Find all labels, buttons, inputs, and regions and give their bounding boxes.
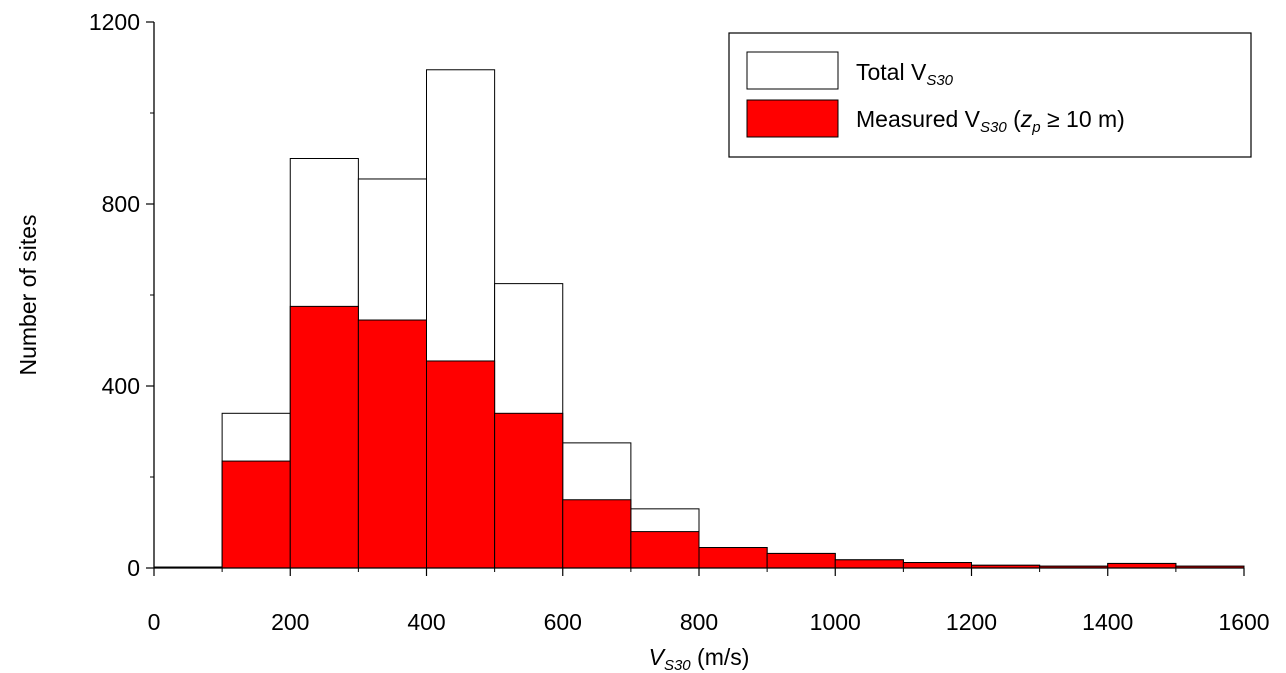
y-tick-label: 800 <box>102 191 140 217</box>
bar-measured <box>630 531 700 569</box>
bar-measured <box>766 552 836 569</box>
legend-label-total: Total VS30 <box>856 59 954 89</box>
y-axis-label: Number of sites <box>15 214 41 375</box>
bar-measured <box>562 499 632 569</box>
x-tick-label: 200 <box>271 609 309 635</box>
x-tick-label: 800 <box>680 609 718 635</box>
y-tick-label: 400 <box>102 373 140 399</box>
bar-measured <box>902 562 972 569</box>
x-tick-label: 1200 <box>946 609 997 635</box>
bar-measured <box>357 319 427 569</box>
bar-measured <box>494 412 564 569</box>
measured-bars <box>153 305 1245 569</box>
legend-label-measured: Measured VS30 (zp ≥ 10 m) <box>856 106 1125 136</box>
x-tick-label: 600 <box>544 609 582 635</box>
bar-measured <box>289 305 359 569</box>
y-tick-label: 0 <box>127 555 140 581</box>
x-axis-label: VS30 (m/s) <box>649 644 750 673</box>
x-tick-label: 0 <box>148 609 161 635</box>
x-tick-label: 1000 <box>810 609 861 635</box>
legend-swatch-total <box>746 51 839 90</box>
y-ticks: 0 400 800 1200 <box>89 9 154 581</box>
legend-swatch-measured <box>746 99 839 138</box>
x-tick-label: 1400 <box>1082 609 1133 635</box>
bar-measured <box>221 460 291 569</box>
y-tick-label: 1200 <box>89 9 140 35</box>
legend: Total VS30 Measured VS30 (zp ≥ 10 m) <box>728 32 1252 158</box>
bar-measured <box>1107 562 1177 569</box>
x-ticks: 0 200 400 600 800 1000 1200 1400 1600 <box>148 568 1270 635</box>
bar-measured <box>698 547 768 569</box>
bar-measured <box>426 360 496 569</box>
x-tick-label: 1600 <box>1218 609 1269 635</box>
x-tick-label: 400 <box>407 609 445 635</box>
bar-measured <box>834 559 904 569</box>
